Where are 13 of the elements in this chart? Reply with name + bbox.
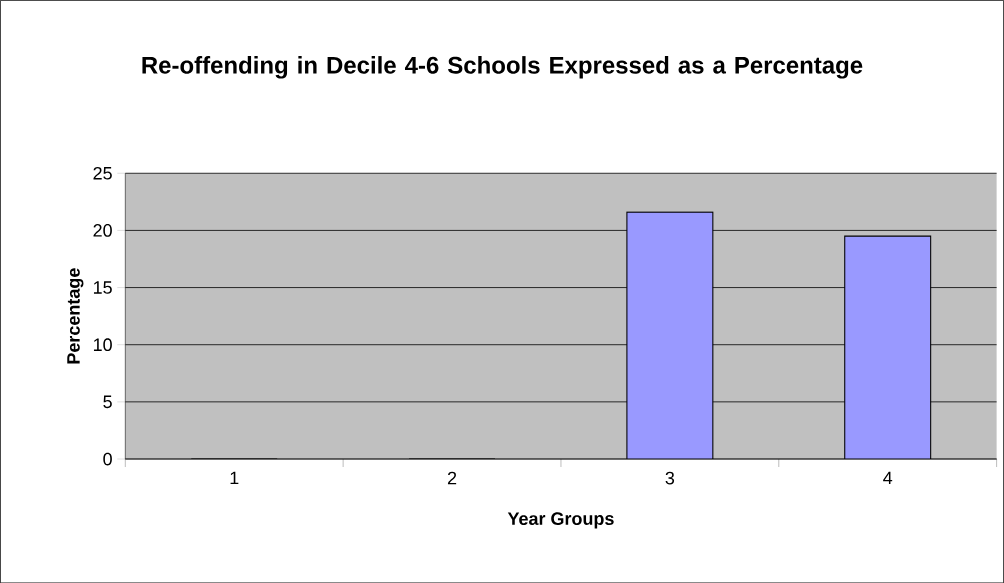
x-tick-label: 1 (230, 471, 239, 484)
y-tick-label: 5 (103, 395, 112, 408)
y-tick-label: 15 (93, 281, 112, 294)
chart-title: Re-offending in Decile 4-6 Schools Expressed as a Percentage (142, 55, 863, 79)
y-axis-title: Percentage (67, 268, 84, 364)
x-tick-label: 3 (665, 471, 675, 485)
y-tick-label: 10 (93, 338, 112, 351)
y-tick-label: 20 (93, 223, 112, 237)
x-tick-label: 4 (883, 471, 893, 484)
y-tick-label: 25 (93, 166, 112, 180)
x-tick-label: 2 (447, 471, 457, 485)
x-axis-title: Year Groups (507, 512, 614, 529)
y-tick-label: 0 (103, 452, 112, 466)
